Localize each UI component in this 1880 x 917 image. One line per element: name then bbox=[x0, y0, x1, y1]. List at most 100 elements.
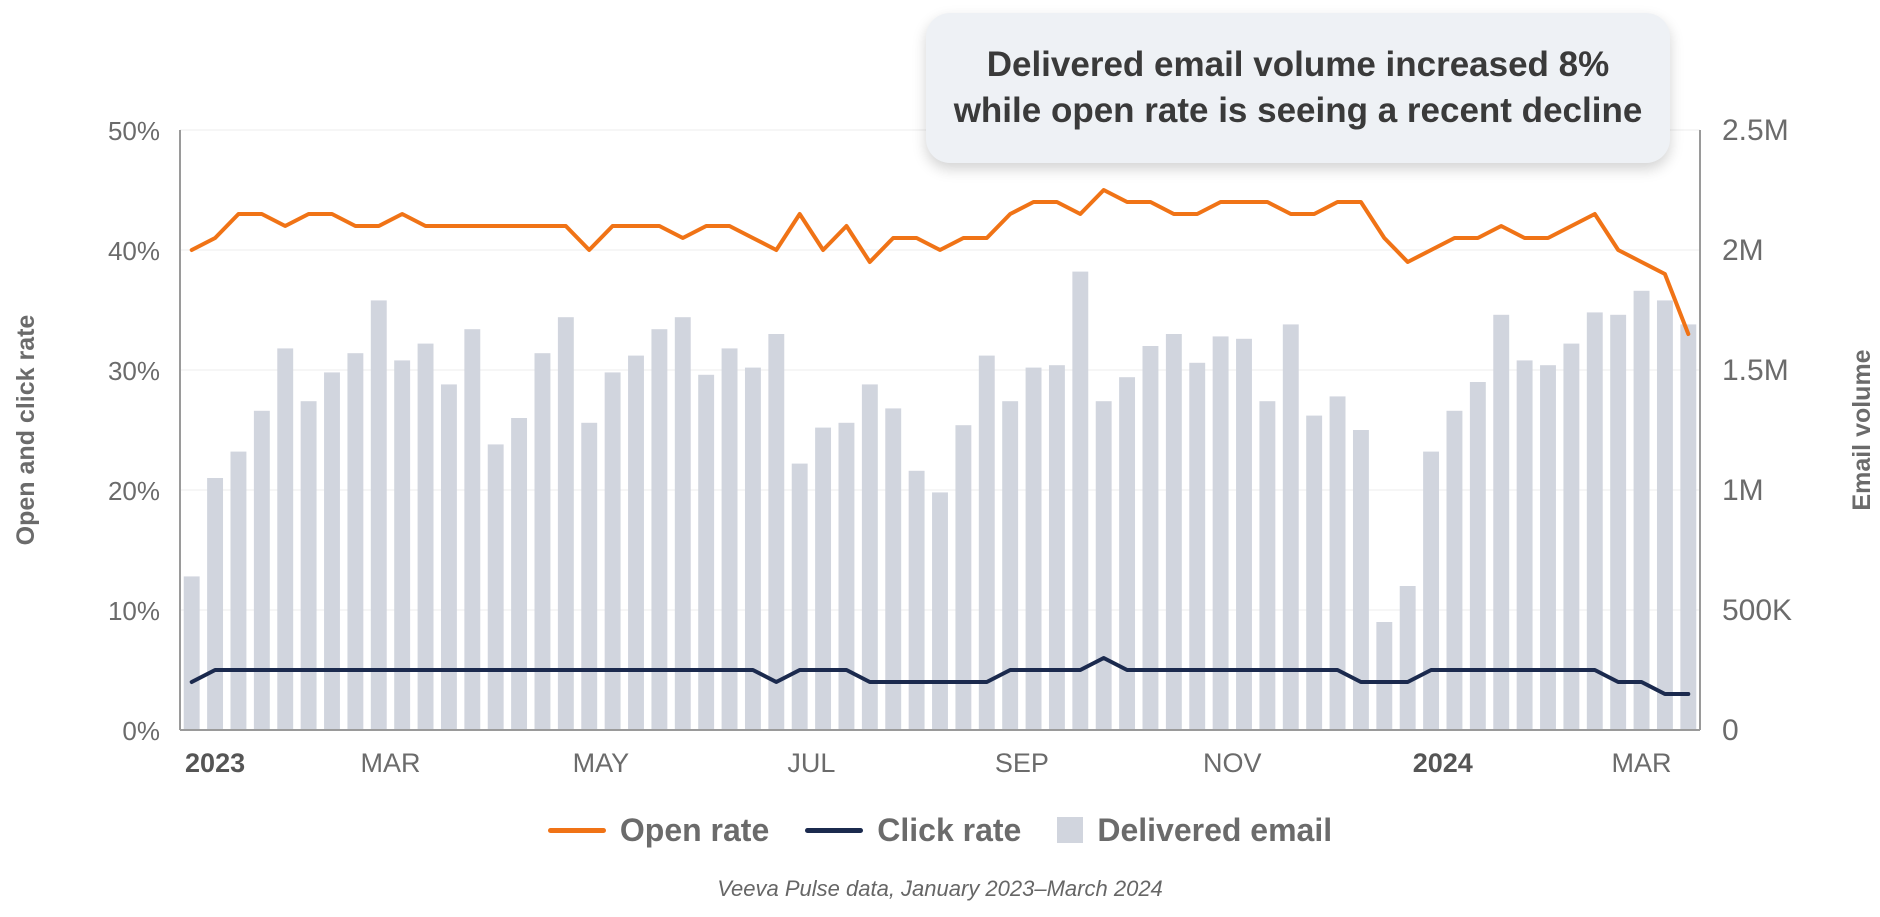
x-tick-label: MAY bbox=[573, 748, 630, 778]
delivered-bar bbox=[1189, 362, 1206, 730]
right-axis-title: Email volume bbox=[1848, 349, 1876, 510]
delivered-bar bbox=[1002, 401, 1019, 730]
legend-label-open-rate: Open rate bbox=[619, 811, 770, 848]
delivered-bar bbox=[534, 353, 551, 730]
delivered-bar bbox=[1142, 346, 1159, 730]
x-tick-label: SEP bbox=[995, 748, 1049, 778]
delivered-bar bbox=[347, 353, 364, 730]
delivered-bar bbox=[1469, 382, 1486, 730]
delivered-bar bbox=[861, 384, 878, 730]
delivered-bar bbox=[1516, 360, 1533, 730]
delivered-bar bbox=[955, 425, 972, 730]
delivered-bar bbox=[207, 478, 224, 730]
headline-callout: Delivered email volume increased 8% whil… bbox=[926, 13, 1670, 163]
delivered-bar bbox=[838, 422, 855, 730]
right-tick-label: 2.5M bbox=[1722, 114, 1789, 147]
delivered-bar bbox=[1423, 451, 1440, 730]
delivered-email-bars bbox=[183, 271, 1697, 730]
left-tick-label: 30% bbox=[108, 356, 160, 386]
delivered-bar bbox=[1656, 300, 1673, 730]
legend-item-open-rate: Open rate bbox=[547, 811, 770, 849]
delivered-bar bbox=[815, 427, 832, 730]
delivered-bar bbox=[1329, 396, 1346, 730]
delivered-bar bbox=[1282, 324, 1299, 730]
delivered-bar bbox=[417, 343, 434, 730]
delivered-bar bbox=[464, 329, 481, 730]
delivered-bar bbox=[253, 410, 270, 730]
delivered-bar bbox=[1165, 334, 1182, 730]
delivered-bar bbox=[604, 372, 621, 730]
x-tick-label: MAR bbox=[1612, 748, 1672, 778]
delivered-bar bbox=[1352, 430, 1369, 730]
delivered-bar bbox=[230, 451, 247, 730]
delivered-bar bbox=[1212, 336, 1229, 730]
legend-item-click-rate: Click rate bbox=[805, 812, 1021, 849]
delivered-bar bbox=[183, 576, 200, 730]
headline-line-1: Delivered email volume increased 8% bbox=[986, 45, 1610, 84]
legend-label-delivered: Delivered email bbox=[1097, 811, 1333, 848]
right-tick-label: 1M bbox=[1722, 474, 1764, 507]
delivered-bar bbox=[1680, 324, 1697, 730]
delivered-bar bbox=[1610, 314, 1627, 730]
x-tick-label: MAR bbox=[360, 748, 420, 778]
left-tick-label: 10% bbox=[108, 596, 160, 626]
delivered-bar bbox=[487, 444, 504, 730]
right-tick-label: 1.5M bbox=[1722, 354, 1789, 387]
delivered-bar bbox=[1025, 367, 1042, 730]
delivered-bar bbox=[908, 470, 925, 730]
delivered-bar bbox=[721, 348, 738, 730]
delivered-bar bbox=[1259, 401, 1276, 730]
legend: Open rate Click rate Delivered email bbox=[0, 808, 1880, 852]
delivered-bar bbox=[1236, 338, 1252, 730]
left-axis-title: Open and click rate bbox=[12, 315, 40, 546]
x-tick-label: JUL bbox=[787, 748, 835, 778]
delivered-bar bbox=[1376, 622, 1393, 730]
right-tick-label: 500K bbox=[1722, 594, 1792, 627]
delivered-bar bbox=[1563, 343, 1580, 730]
rate-lines bbox=[189, 188, 1691, 696]
delivered-bar bbox=[1446, 410, 1463, 730]
delivered-bar bbox=[581, 422, 598, 730]
left-tick-label: 0% bbox=[122, 716, 160, 746]
delivered-bar bbox=[324, 372, 340, 730]
delivered-bar bbox=[1072, 271, 1089, 730]
delivered-bar bbox=[698, 374, 715, 730]
delivered-bar bbox=[768, 334, 785, 730]
delivered-bar bbox=[440, 384, 457, 730]
x-tick-label: 2023 bbox=[185, 748, 245, 778]
click-rate-line bbox=[189, 656, 1691, 696]
x-tick-label: NOV bbox=[1203, 748, 1262, 778]
delivered-bar bbox=[674, 317, 691, 730]
delivered-bar bbox=[1399, 586, 1416, 730]
delivered-bar bbox=[394, 360, 411, 730]
delivered-bar bbox=[1306, 415, 1323, 730]
delivered-bar bbox=[1119, 377, 1136, 730]
left-tick-label: 40% bbox=[108, 236, 160, 266]
axis-labels: 0% 10% 20% 30% 40% 50% 0 500K 1M 1.5M 2M 2.5M 2023 MA… bbox=[12, 114, 1876, 778]
delivered-bar bbox=[978, 355, 995, 730]
left-tick-label: 20% bbox=[108, 476, 160, 506]
delivered-bar bbox=[1095, 401, 1112, 730]
click-rate-swatch bbox=[805, 827, 864, 833]
delivered-bar bbox=[277, 348, 294, 730]
axes bbox=[179, 130, 1701, 731]
delivered-bar bbox=[651, 329, 668, 730]
delivered-bar bbox=[885, 408, 902, 730]
delivered-bar bbox=[511, 418, 528, 730]
right-tick-label: 0 bbox=[1722, 714, 1739, 747]
delivered-bar bbox=[791, 463, 808, 730]
right-tick-label: 2M bbox=[1722, 234, 1764, 267]
x-tick-label: 2024 bbox=[1413, 748, 1473, 778]
open-rate-line bbox=[189, 188, 1691, 336]
delivered-bar bbox=[1586, 312, 1603, 730]
delivered-bar bbox=[1633, 290, 1650, 730]
delivered-bar bbox=[1540, 365, 1556, 730]
delivered-bar bbox=[628, 355, 644, 730]
open-rate-swatch bbox=[547, 827, 606, 833]
legend-item-delivered: Delivered email bbox=[1057, 812, 1332, 849]
source-note: Veeva Pulse data, January 2023–March 202… bbox=[717, 876, 1163, 901]
delivered-bar bbox=[1493, 314, 1510, 730]
delivered-bar bbox=[1048, 365, 1065, 730]
left-tick-label: 50% bbox=[108, 116, 160, 146]
